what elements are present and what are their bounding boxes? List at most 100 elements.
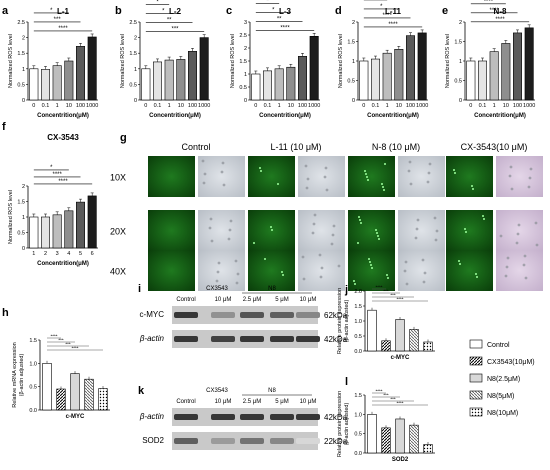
brightfield-image <box>298 250 345 291</box>
ros-signal-dot <box>459 263 461 265</box>
bar-CX3543(10μM) <box>381 340 391 352</box>
cell-shape <box>201 159 205 163</box>
legend-label: N8(10μM) <box>487 410 518 417</box>
bar-100 <box>297 56 307 101</box>
cell-shape <box>215 279 219 283</box>
sig-stars: *** <box>383 289 389 294</box>
cell-shape <box>312 222 316 226</box>
blot-lane-label: Control <box>176 297 195 303</box>
legend-label: Control <box>487 342 510 349</box>
sig-stars: **** <box>489 8 499 14</box>
bar-0.1 <box>40 69 50 101</box>
blot-band <box>211 312 235 318</box>
panel-letter-g: g <box>120 132 127 144</box>
cell-shape <box>311 231 315 235</box>
y-tick-label: 0 <box>459 98 462 104</box>
y-tick-label: 0.5 <box>129 82 137 88</box>
chart-title: L-3 <box>279 7 292 16</box>
blot-band <box>296 414 320 420</box>
cell-shape <box>435 229 439 233</box>
panel-letter-i: i <box>138 283 141 295</box>
bar-0.1 <box>262 70 272 101</box>
x-tick-label: 1 <box>386 103 389 109</box>
bar-CX3543(10μM) <box>56 388 66 411</box>
cell-shape <box>319 275 323 279</box>
x-tick-label: 10 <box>178 103 184 109</box>
blot-protein-label: c-MYC <box>140 310 165 319</box>
western-blot-k: k CX3543 N8 Control 10 μM 2.5 μM 5 μM 10 μM β-ac… <box>138 385 348 450</box>
y-tick-label: 2.5 <box>17 20 25 26</box>
bar-N8(10μM) <box>423 444 433 454</box>
sig-stars: ** <box>167 18 172 24</box>
x-tick-label: 0.1 <box>372 103 380 109</box>
y-tick-label: 1 <box>22 67 25 73</box>
ros-signal-dot <box>365 173 367 175</box>
y-tick-label: 2 <box>134 36 137 42</box>
y-tick-label: 0.0 <box>29 408 37 414</box>
ros-signal-dot <box>253 242 255 244</box>
bar-1 <box>164 59 174 101</box>
bar-10 <box>501 43 511 101</box>
y-tick-label: 1 <box>134 67 137 73</box>
y-axis-label: Normalized ROS level <box>8 34 14 88</box>
y-tick-label: 1 <box>459 59 462 65</box>
x-tick-label: 0 <box>144 103 147 109</box>
bar-1000 <box>417 32 427 101</box>
ros-signal-dot <box>354 283 356 285</box>
cell-shape <box>506 256 510 260</box>
y-tick-label: 1.0 <box>354 412 362 418</box>
cell-shape <box>236 272 240 276</box>
y-tick-label: 3 <box>244 20 247 26</box>
blot-band <box>174 438 198 444</box>
cell-shape <box>527 185 531 189</box>
blot-band <box>270 414 294 420</box>
x-tick-label: 0 <box>254 103 257 109</box>
y-tick-label: 1.0 <box>354 319 362 325</box>
brightfield-image <box>298 210 345 251</box>
ros-signal-dot <box>471 185 473 187</box>
cell-shape <box>516 232 520 236</box>
panel-letter-d: d <box>335 5 342 17</box>
bar-1 <box>382 52 392 101</box>
ros-signal-dot <box>375 229 377 231</box>
ros-signal-dot <box>482 215 484 217</box>
brightfield-image <box>496 156 543 197</box>
cell-shape <box>216 270 220 274</box>
x-tick-label: 100 <box>298 103 307 109</box>
bar-N8(5μM) <box>84 378 94 411</box>
x-tick-label: 0.1 <box>264 103 272 109</box>
chart-title: L-11 <box>385 7 402 16</box>
x-tick-label: 1 <box>32 251 35 257</box>
bar-Control <box>367 309 377 352</box>
y-tick-label: 0.0 <box>354 349 362 355</box>
bar-0.1 <box>153 61 163 101</box>
cell-shape <box>324 166 328 170</box>
y-tick-label: 0.5 <box>17 82 25 88</box>
bar-N8(5μM) <box>409 329 419 352</box>
blot-size-label: 42kDa <box>324 335 348 344</box>
cell-shape <box>330 242 334 246</box>
y-tick-label: 1 <box>244 72 247 78</box>
panel-letter-c: c <box>226 5 232 17</box>
bar-Control <box>367 414 377 454</box>
cell-shape <box>428 162 432 166</box>
sig-stars: ** <box>277 16 282 22</box>
bar-1000 <box>524 27 534 101</box>
x-axis-label: Concentrition(μM) <box>474 113 526 119</box>
cell-shape <box>332 224 336 228</box>
sig-stars: * <box>266 0 269 4</box>
panel-letter-a: a <box>2 5 9 17</box>
y-tick-label: 2 <box>352 20 355 26</box>
x-axis-label: Concentrition(μM) <box>367 113 419 119</box>
ros-signal-dot <box>464 228 466 230</box>
bar-1 <box>489 51 499 101</box>
x-tick-label: 10 <box>503 103 509 109</box>
sig-stars: *** <box>390 397 396 402</box>
blot-band <box>296 312 320 318</box>
legend: Control CX3543(10μM) N8(2.5μM) N8(5μM) N8(10… <box>469 339 535 417</box>
y-tick-label: 0.5 <box>17 231 25 237</box>
sig-stars: *** <box>390 293 396 298</box>
y-tick-label: 0 <box>134 98 137 104</box>
bar-0.1 <box>477 60 487 101</box>
